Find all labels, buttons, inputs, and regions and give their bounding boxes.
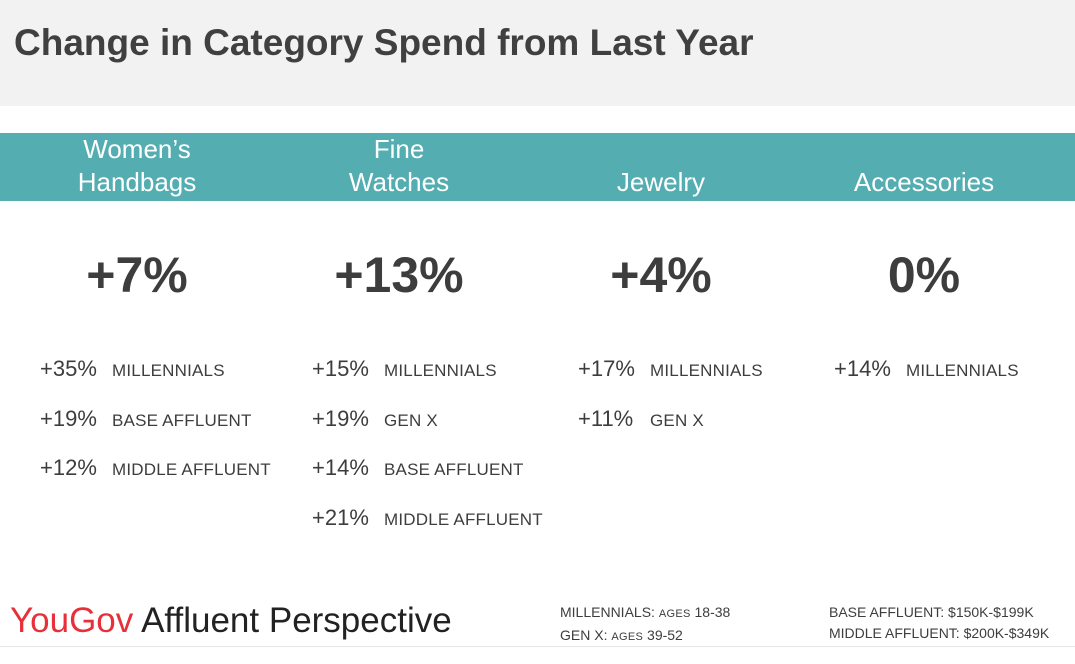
- segment-pct: +14%: [312, 455, 369, 480]
- segment-row: +19% GEN X: [312, 406, 438, 432]
- legend-millennials: MILLENNIALS: AGES 18-38: [560, 602, 730, 625]
- segment-row: +19% BASE AFFLUENT: [40, 406, 252, 432]
- legend-label: MILLENNIALS:: [560, 604, 655, 620]
- title-bar: Change in Category Spend from Last Year: [0, 0, 1075, 106]
- category-name: Women’s Handbags: [77, 134, 197, 197]
- segment-row: +35% MILLENNIALS: [40, 356, 225, 382]
- segment-label: GEN X: [384, 411, 438, 430]
- segment-label: MILLENNIALS: [384, 361, 497, 380]
- category-name: Fine Watches: [348, 134, 450, 197]
- legend-middle-affluent: MIDDLE AFFLUENT: $200K-$349K: [829, 625, 1050, 641]
- legend-ages-word: AGES: [611, 631, 644, 643]
- category-header-accessories: Accessories: [824, 133, 1024, 201]
- segment-label: BASE AFFLUENT: [384, 460, 524, 479]
- segment-row: +14% MILLENNIALS: [834, 356, 1019, 382]
- category-name: Jewelry: [616, 167, 706, 197]
- total-change-handbags: +7%: [86, 247, 188, 303]
- category-header-band: Women’s Handbags Fine Watches Jewelry Ac…: [0, 133, 1075, 201]
- segment-label: MILLENNIALS: [650, 361, 763, 380]
- segment-row: +11% GEN X: [578, 406, 704, 432]
- segment-pct: +19%: [312, 406, 369, 431]
- segment-pct: +12%: [40, 455, 97, 480]
- legend-base-affluent: BASE AFFLUENT: $150K-$199K: [829, 604, 1034, 620]
- segment-label: BASE AFFLUENT: [112, 411, 252, 430]
- legend-label: GEN X:: [560, 627, 608, 643]
- yougov-logo: YouGov Affluent Perspective: [10, 601, 452, 641]
- legend-ages-word: AGES: [658, 608, 691, 620]
- segment-row: +21% MIDDLE AFFLUENT: [312, 505, 543, 531]
- segment-label: MIDDLE AFFLUENT: [384, 510, 543, 529]
- total-change-accessories: 0%: [887, 247, 961, 303]
- legend-generations: MILLENNIALS: AGES 18-38 GEN X: AGES 39-5…: [560, 602, 730, 648]
- category-header-handbags: Women’s Handbags: [37, 133, 237, 201]
- footer-divider: [0, 646, 1075, 647]
- logo-brand: YouGov: [10, 601, 134, 640]
- legend-affluence: BASE AFFLUENT: $150K-$199K MIDDLE AFFLUE…: [829, 602, 1049, 644]
- legend-range: 18-38: [694, 604, 731, 620]
- page-title: Change in Category Spend from Last Year: [14, 22, 754, 63]
- total-change-watches: +13%: [334, 247, 464, 303]
- segment-label: MILLENNIALS: [906, 361, 1019, 380]
- segment-label: GEN X: [650, 411, 704, 430]
- segment-pct: +35%: [40, 356, 97, 381]
- category-header-jewelry: Jewelry: [561, 133, 761, 201]
- segment-row: +15% MILLENNIALS: [312, 356, 497, 382]
- segment-pct: +19%: [40, 406, 97, 431]
- segment-pct: +14%: [834, 356, 891, 381]
- category-header-watches: Fine Watches: [299, 133, 499, 201]
- category-name: Accessories: [853, 167, 995, 197]
- segment-pct: +11%: [578, 406, 634, 431]
- logo-product: Affluent Perspective: [141, 601, 452, 640]
- segment-row: +12% MIDDLE AFFLUENT: [40, 455, 271, 481]
- legend-genx: GEN X: AGES 39-52: [560, 625, 730, 648]
- segment-pct: +21%: [312, 505, 369, 530]
- legend-range: 39-52: [647, 627, 683, 643]
- segment-label: MILLENNIALS: [112, 361, 225, 380]
- total-change-jewelry: +4%: [610, 247, 712, 303]
- segment-pct: +15%: [312, 356, 369, 381]
- segment-row: +14% BASE AFFLUENT: [312, 455, 524, 481]
- segment-pct: +17%: [578, 356, 635, 381]
- segment-row: +17% MILLENNIALS: [578, 356, 763, 382]
- segment-label: MIDDLE AFFLUENT: [112, 460, 271, 479]
